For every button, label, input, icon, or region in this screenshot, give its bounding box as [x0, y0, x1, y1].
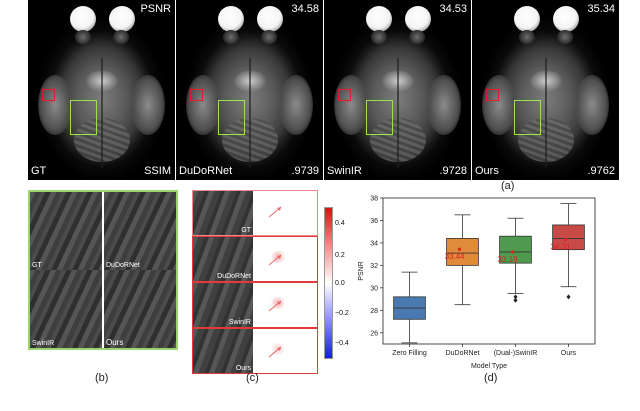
- arrow-icon: [268, 300, 282, 312]
- y-tick-label: 34: [370, 240, 378, 247]
- x-axis-label: Model Type: [471, 363, 507, 370]
- roi-green-box: [366, 100, 393, 135]
- mean-marker: [563, 237, 568, 242]
- roi-green-box: [70, 100, 97, 135]
- box: [552, 224, 585, 251]
- ssim-value: .9739: [291, 165, 319, 177]
- metric-header-psnr: PSNR: [140, 3, 171, 15]
- zoom-patch-ours: Ours: [104, 270, 176, 348]
- y-tick-label: 38: [370, 196, 378, 203]
- caption-a: (a): [501, 180, 515, 192]
- y-tick-label: 26: [370, 330, 378, 337]
- outlier-point: [513, 294, 518, 300]
- patch-label: GT: [241, 227, 251, 234]
- mean-label: 33.44: [445, 252, 466, 261]
- patch-label: Ours: [235, 365, 251, 372]
- zoom-patch-gt: GT: [30, 192, 102, 270]
- panel-name: GT: [31, 165, 47, 177]
- plot-frame: [382, 197, 596, 345]
- y-axis-label: PSNR: [358, 261, 365, 280]
- arrow-icon: [268, 254, 282, 266]
- error-row: [192, 190, 318, 236]
- error-row: [192, 328, 318, 374]
- x-tick-label: Ours: [561, 350, 577, 357]
- patch-label: DuDoRNet: [217, 273, 251, 280]
- patch-label: SwinIR: [32, 340, 55, 347]
- caption-c: (c): [246, 372, 259, 384]
- x-tick-label: DuDoRNet: [446, 350, 480, 357]
- error-patch-ours: Ours: [193, 329, 253, 373]
- roi-green-box: [218, 100, 245, 135]
- mean-marker: [457, 247, 462, 251]
- panel-name: SwinIR: [327, 165, 362, 177]
- mri-panel-gt: GT PSNR SSIM: [28, 0, 175, 180]
- colorbar-tick: −0.2: [335, 310, 349, 317]
- outlier-point: [566, 294, 571, 300]
- outlier-point: [513, 297, 518, 303]
- error-map-dudornet: [253, 237, 316, 281]
- patch-label: Ours: [106, 338, 124, 347]
- metric-header-ssim: SSIM: [144, 165, 171, 177]
- roi-green-box: [514, 100, 541, 135]
- y-tick-label: 32: [370, 263, 378, 270]
- error-row: [192, 282, 318, 328]
- psnr-value: 34.53: [439, 3, 467, 15]
- box: [499, 235, 532, 264]
- patch-label: DuDoRNet: [106, 262, 140, 269]
- zoom-patch-dudornet: DuDoRNet: [104, 192, 176, 270]
- y-tick-label: 36: [370, 218, 378, 225]
- roi-red-box: [190, 89, 203, 101]
- panel-name: Ours: [475, 165, 499, 177]
- mean-label: 33.18: [498, 255, 519, 264]
- arrow-icon: [268, 206, 282, 218]
- error-map-gt: [253, 191, 316, 235]
- x-tick-label: (Dual-)SwinIR: [494, 350, 538, 357]
- error-patch-dudornet: DuDoRNet: [193, 237, 253, 281]
- colorbar-tick: 0.4: [335, 220, 345, 227]
- error-row: [192, 236, 318, 282]
- mri-panel-swinir: SwinIR 34.53 .9728: [324, 0, 471, 180]
- error-patch-gt: GT: [193, 191, 253, 235]
- roi-red-box: [486, 89, 499, 101]
- colorbar-tick: −0.4: [335, 340, 349, 347]
- roi-red-box: [42, 89, 55, 101]
- arrow-icon: [268, 346, 282, 358]
- patch-label: SwinIR: [228, 319, 251, 326]
- caption-b: (b): [95, 372, 109, 384]
- colorbar-tick: 0.0: [335, 280, 345, 287]
- y-tick-label: 28: [370, 308, 378, 315]
- caption-d: (d): [484, 372, 498, 384]
- mri-panel-dudornet: DuDoRNet 34.58 .9739: [176, 0, 323, 180]
- patch-label: GT: [32, 262, 42, 269]
- error-patch-swinir: SwinIR: [193, 283, 253, 327]
- mean-marker: [510, 250, 515, 254]
- ssim-value: .9728: [439, 165, 467, 177]
- mean-label: 34.31: [551, 242, 572, 251]
- zoom-frame: [28, 190, 178, 350]
- roi-red-box: [338, 89, 351, 101]
- x-tick-label: Zero Filling: [392, 350, 427, 357]
- colorbar: [324, 207, 333, 359]
- colorbar-tick: 0.2: [335, 252, 345, 259]
- error-map-ours: [253, 329, 316, 373]
- psnr-value: 34.58: [291, 3, 319, 15]
- error-map-swinir: [253, 283, 316, 327]
- psnr-value: 35.34: [587, 3, 615, 15]
- y-tick-label: 30: [370, 285, 378, 292]
- zoom-patch-swinir: SwinIR: [30, 270, 102, 348]
- ssim-value: .9762: [587, 165, 615, 177]
- box-plot: 26 28 30 32 34 36 38 PSNR Model Type Zero Filling…: [358, 196, 596, 370]
- mri-panel-ours: Ours 35.34 .9762: [472, 0, 619, 180]
- panel-name: DuDoRNet: [179, 165, 233, 177]
- box: [446, 238, 479, 266]
